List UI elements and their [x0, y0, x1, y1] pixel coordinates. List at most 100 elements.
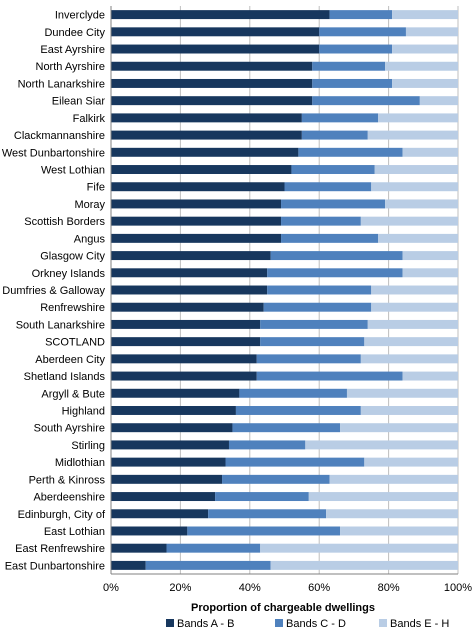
bar-segment-1 [111, 474, 223, 484]
bar-segment-2 [215, 492, 309, 502]
bar-segment-1 [111, 388, 240, 398]
x-tick-label: 40% [239, 582, 261, 594]
bar-segment-3 [405, 27, 458, 37]
legend-swatch-2 [275, 619, 283, 627]
bar-segment-1 [111, 268, 268, 278]
category-labels: Inverclyde Dundee City East Ayrshire North … [2, 10, 106, 573]
bar-segment-2 [281, 233, 379, 243]
bar-segment-3 [371, 302, 458, 312]
category-label: Falkirk [73, 113, 106, 125]
category-label: Orkney Islands [32, 268, 106, 280]
category-label: West Dunbartonshire [2, 147, 105, 159]
legend: Bands A - B Bands C - D Bands E - H [166, 618, 449, 630]
category-label: Highland [62, 405, 105, 417]
bar-segment-1 [111, 354, 257, 364]
bar-segment-2 [222, 474, 330, 484]
category-label: Angus [74, 233, 106, 245]
bar-segment-3 [402, 268, 458, 278]
x-tick-label: 20% [169, 582, 191, 594]
category-label: Glasgow City [40, 251, 105, 263]
bar-segment-3 [385, 199, 458, 209]
bar-segment-3 [392, 10, 458, 20]
category-label: East Ayrshire [40, 44, 105, 56]
bar-segment-2 [281, 199, 386, 209]
bar-segment-1 [111, 61, 313, 71]
bar-segment-3 [392, 44, 458, 54]
bar-segment-2 [187, 526, 341, 536]
category-label: Stirling [71, 440, 105, 452]
bar-segment-3 [260, 543, 458, 553]
bar-segment-1 [111, 10, 330, 20]
category-label: Eilean Siar [52, 96, 106, 108]
bar-segment-3 [392, 78, 458, 88]
legend-swatch-1 [166, 619, 174, 627]
bar-segment-3 [364, 457, 458, 467]
bar-segment-2 [312, 78, 393, 88]
bar-segment-1 [111, 492, 216, 502]
bar-segment-1 [111, 319, 261, 329]
category-label: Dumfries & Galloway [2, 285, 105, 297]
category-label: Shetland Islands [24, 371, 106, 383]
category-label: Dundee City [44, 27, 105, 39]
bar-segment-2 [281, 216, 361, 226]
bar-segment-3 [340, 423, 458, 433]
bar-segment-1 [111, 371, 257, 381]
bar-segment-3 [378, 233, 458, 243]
bar-segment-3 [329, 474, 458, 484]
bar-segment-3 [360, 354, 458, 364]
bar-segment-1 [111, 113, 302, 123]
bar-segment-2 [270, 251, 403, 261]
bar-segment-2 [260, 337, 365, 347]
category-label: Midlothian [55, 457, 105, 469]
bar-segment-1 [111, 27, 320, 37]
bar-segment-1 [111, 96, 313, 106]
bar-segment-3 [326, 509, 458, 519]
bar-segment-2 [256, 354, 361, 364]
category-label: Aberdeen City [35, 354, 105, 366]
bar-segment-1 [111, 182, 285, 192]
bar-segment-1 [111, 337, 261, 347]
x-tick-label: 80% [378, 582, 400, 594]
bar-segment-3 [360, 216, 458, 226]
bar-segment-3 [374, 165, 458, 174]
bar-segment-3 [402, 251, 458, 261]
bar-segment-3 [419, 96, 458, 106]
bar-segment-1 [111, 165, 292, 174]
x-tick-labels: 0% 20% 40% 60% 80% 100% [103, 582, 472, 594]
bar-segment-3 [340, 526, 458, 536]
bar-segment-1 [111, 440, 229, 450]
bar-segment-1 [111, 216, 282, 226]
bar-segment-1 [111, 509, 209, 519]
bar-segment-3 [270, 560, 458, 570]
category-label: North Lanarkshire [18, 78, 105, 90]
bar-segment-1 [111, 302, 264, 312]
x-tick-label: 60% [308, 582, 330, 594]
category-label: Aberdeenshire [33, 492, 105, 504]
x-tick-label: 0% [103, 582, 119, 594]
bar-segment-3 [360, 406, 458, 415]
bar-segment-1 [111, 251, 271, 261]
category-label: East Dunbartonshire [5, 560, 105, 572]
category-label: East Lothian [44, 526, 105, 538]
category-label: Moray [74, 199, 105, 211]
bar-segment-3 [346, 388, 458, 398]
category-label: Perth & Kinross [29, 474, 106, 486]
bar-segment-2 [329, 10, 393, 20]
bar-segment-2 [145, 560, 271, 570]
bars [111, 10, 458, 570]
bar-segment-3 [305, 440, 458, 450]
category-label: Renfrewshire [40, 302, 105, 314]
bar-segment-1 [111, 233, 282, 243]
bar-segment-2 [260, 319, 368, 329]
bar-segment-1 [111, 526, 188, 536]
category-label: South Lanarkshire [16, 319, 105, 331]
bar-segment-2 [267, 285, 372, 295]
bar-segment-2 [301, 113, 379, 123]
category-label: East Renfrewshire [15, 543, 105, 555]
bar-segment-1 [111, 78, 313, 88]
axes [110, 6, 458, 575]
bar-segment-2 [298, 147, 403, 157]
bar-segment-3 [385, 61, 458, 71]
bar-segment-3 [402, 371, 458, 381]
